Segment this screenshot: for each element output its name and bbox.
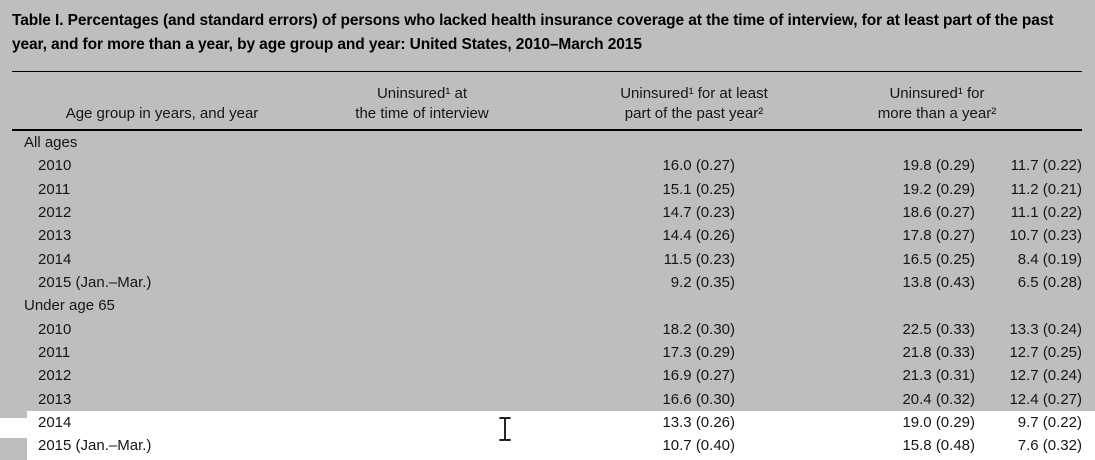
value-uninsured-interview: 16.0 (0.27) <box>662 157 735 175</box>
value-uninsured-interview: 18.2 (0.30) <box>662 320 735 338</box>
value-uninsured-more-than-year: 13.3 (0.24) <box>1009 320 1082 338</box>
header-line: part of the past year² <box>624 105 764 122</box>
value-uninsured-interview: 15.1 (0.25) <box>662 180 735 198</box>
table-row: 2013 16.6 (0.30) 20.4 (0.32) 12.4 (0.27) <box>12 388 1082 411</box>
table-row: 2011 17.3 (0.29) 21.8 (0.33) 12.7 (0.25) <box>12 341 1082 364</box>
row-year-label: 2013 <box>38 390 72 408</box>
column-header-uninsured-part-year: Uninsured¹ for at least part of the past… <box>544 84 844 124</box>
text-cursor-icon <box>499 417 511 441</box>
value-uninsured-part-year: 13.8 (0.43) <box>902 274 975 292</box>
header-line: Uninsured¹ at <box>376 85 468 102</box>
value-uninsured-part-year: 21.8 (0.33) <box>902 344 975 362</box>
row-year-label: 2015 (Jan.–Mar.) <box>38 274 152 292</box>
table-row: 2010 18.2 (0.30) 22.5 (0.33) 13.3 (0.24) <box>12 318 1082 341</box>
row-year-label: 2011 <box>38 344 71 362</box>
table-rule-top <box>12 71 1082 72</box>
value-uninsured-interview: 13.3 (0.26) <box>662 414 735 432</box>
value-uninsured-part-year: 19.0 (0.29) <box>902 414 975 432</box>
value-uninsured-interview: 16.9 (0.27) <box>662 367 735 385</box>
value-uninsured-more-than-year: 8.4 (0.19) <box>1017 250 1082 268</box>
row-year-label: 2014 <box>38 250 72 268</box>
value-uninsured-part-year: 21.3 (0.31) <box>902 367 975 385</box>
column-header-age-group: Age group in years, and year <box>65 105 259 122</box>
value-uninsured-interview: 11.5 (0.23) <box>663 250 735 268</box>
column-header-uninsured-interview: Uninsured¹ at the time of interview <box>272 84 572 124</box>
value-uninsured-part-year: 16.5 (0.25) <box>902 250 975 268</box>
value-uninsured-more-than-year: 9.7 (0.22) <box>1017 414 1082 432</box>
row-year-label: 2012 <box>38 204 72 222</box>
row-year-label: 2014 <box>38 414 72 432</box>
header-line: Uninsured¹ for <box>889 85 985 102</box>
selection-overlay-left-strip <box>0 411 27 418</box>
value-uninsured-part-year: 22.5 (0.33) <box>902 320 975 338</box>
row-year-label: 2013 <box>38 227 72 245</box>
value-uninsured-part-year: 17.8 (0.27) <box>902 227 975 245</box>
value-uninsured-more-than-year: 11.7 (0.22) <box>1010 157 1082 175</box>
table-row: 2015 (Jan.–Mar.) 10.7 (0.40) 15.8 (0.48) 7.… <box>12 434 1082 457</box>
table-header-row: Age group in years, and year Uninsured¹ … <box>12 72 1082 129</box>
data-table: Age group in years, and year Uninsured¹ … <box>12 71 1082 458</box>
value-uninsured-more-than-year: 7.6 (0.32) <box>1017 437 1082 455</box>
table-row: 2011 15.1 (0.25) 19.2 (0.29) 11.2 (0.21) <box>12 178 1082 201</box>
value-uninsured-more-than-year: 12.7 (0.25) <box>1009 344 1082 362</box>
row-year-label: 2011 <box>38 180 71 198</box>
value-uninsured-more-than-year: 10.7 (0.23) <box>1009 227 1082 245</box>
header-line: Uninsured¹ for at least <box>620 85 768 102</box>
value-uninsured-more-than-year: 11.1 (0.22) <box>1010 204 1082 222</box>
value-uninsured-interview: 17.3 (0.29) <box>662 344 735 362</box>
value-uninsured-interview: 16.6 (0.30) <box>662 390 735 408</box>
row-year-label: 2015 (Jan.–Mar.) <box>38 437 152 455</box>
section-label: All ages <box>24 134 78 151</box>
selection-overlay-main <box>0 0 1095 411</box>
row-year-label: 2010 <box>38 320 72 338</box>
value-uninsured-part-year: 20.4 (0.32) <box>902 390 975 408</box>
table-rule-header-bottom <box>12 129 1082 131</box>
value-uninsured-interview: 14.7 (0.23) <box>662 204 735 222</box>
table-row: 2013 14.4 (0.26) 17.8 (0.27) 10.7 (0.23) <box>12 224 1082 247</box>
row-year-label: 2012 <box>38 367 72 385</box>
value-uninsured-part-year: 19.8 (0.29) <box>902 157 975 175</box>
section-header-row: Under age 65 <box>12 294 1082 317</box>
table-body: All ages 2010 16.0 (0.27) 19.8 (0.29) 11.7 (… <box>12 131 1082 458</box>
value-uninsured-more-than-year: 6.5 (0.28) <box>1017 274 1082 292</box>
selection-overlay-bottom-left <box>0 438 27 460</box>
value-uninsured-interview: 14.4 (0.26) <box>662 227 735 245</box>
table-row: 2014 13.3 (0.26) 19.0 (0.29) 9.7 (0.22) <box>12 411 1082 434</box>
table-row: 2012 16.9 (0.27) 21.3 (0.31) 12.7 (0.24) <box>12 364 1082 387</box>
table-row: 2010 16.0 (0.27) 19.8 (0.29) 11.7 (0.22) <box>12 154 1082 177</box>
value-uninsured-part-year: 15.8 (0.48) <box>902 437 975 455</box>
value-uninsured-part-year: 19.2 (0.29) <box>902 180 975 198</box>
value-uninsured-part-year: 18.6 (0.27) <box>902 204 975 222</box>
table-row: 2014 11.5 (0.23) 16.5 (0.25) 8.4 (0.19) <box>12 248 1082 271</box>
value-uninsured-more-than-year: 12.4 (0.27) <box>1009 390 1082 408</box>
value-uninsured-interview: 9.2 (0.35) <box>670 274 735 292</box>
row-year-label: 2010 <box>38 157 72 175</box>
table-title: Table I. Percentages (and standard error… <box>12 12 1054 53</box>
value-uninsured-interview: 10.7 (0.40) <box>662 437 735 455</box>
column-header-uninsured-more-than-year: Uninsured¹ for more than a year² <box>787 84 1087 124</box>
header-line: the time of interview <box>355 105 489 122</box>
section-header-row: All ages <box>12 131 1082 154</box>
section-label: Under age 65 <box>24 297 115 315</box>
header-line: more than a year² <box>877 105 997 122</box>
table-row: 2012 14.7 (0.23) 18.6 (0.27) 11.1 (0.22) <box>12 201 1082 224</box>
value-uninsured-more-than-year: 12.7 (0.24) <box>1009 367 1082 385</box>
value-uninsured-more-than-year: 11.2 (0.21) <box>1010 180 1082 198</box>
table-row: 2015 (Jan.–Mar.) 9.2 (0.35) 13.8 (0.43) 6.5… <box>12 271 1082 294</box>
